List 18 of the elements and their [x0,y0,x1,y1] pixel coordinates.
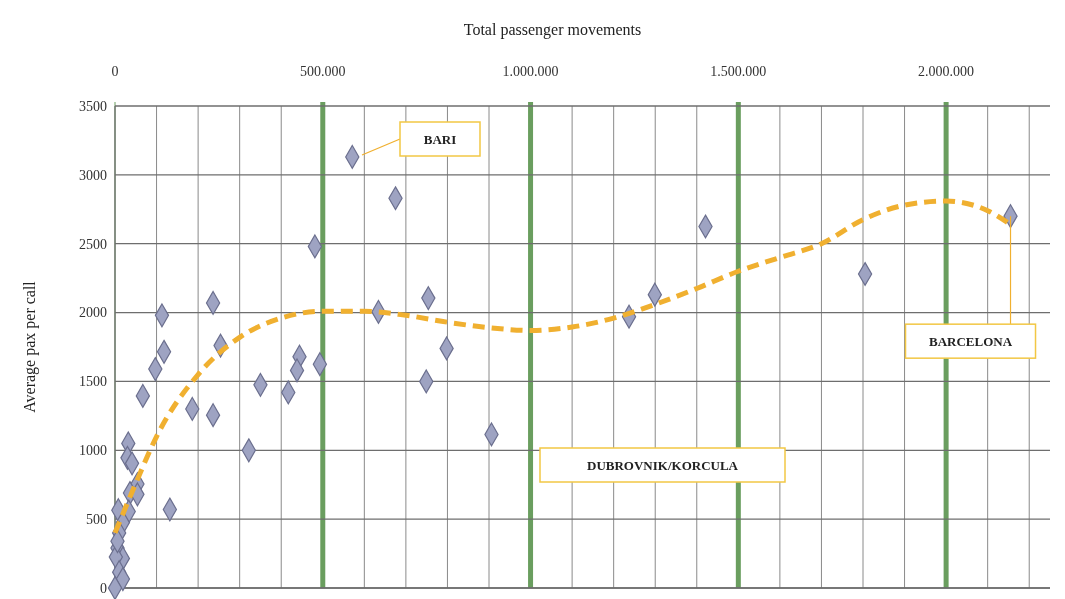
y-tick-label: 2000 [79,305,107,321]
y-tick-label: 2500 [79,236,107,252]
annotation: BARCELONA [928,333,1013,349]
y-tick-label: 500 [86,512,107,528]
x-tick-label: 0 [111,64,119,79]
x-tick-label: 1.500.000 [710,64,767,79]
x-tick-label: 1.000.000 [502,64,559,79]
y-axis-title: Average pax per call [21,280,39,413]
annotation: BARI [423,131,457,147]
y-tick-label: 1500 [79,374,107,390]
x-tick-label: 500.000 [300,64,346,79]
y-tick-label: 0 [100,580,107,596]
y-tick-label: 3500 [79,98,107,114]
x-tick-label: 2.000.000 [918,64,975,79]
y-tick-label: 3000 [79,167,107,183]
y-tick-label: 1000 [79,443,107,459]
x-axis-title: Total passenger movements [463,21,642,39]
annotation: DUBROVNIK/KORCULA [587,457,739,473]
